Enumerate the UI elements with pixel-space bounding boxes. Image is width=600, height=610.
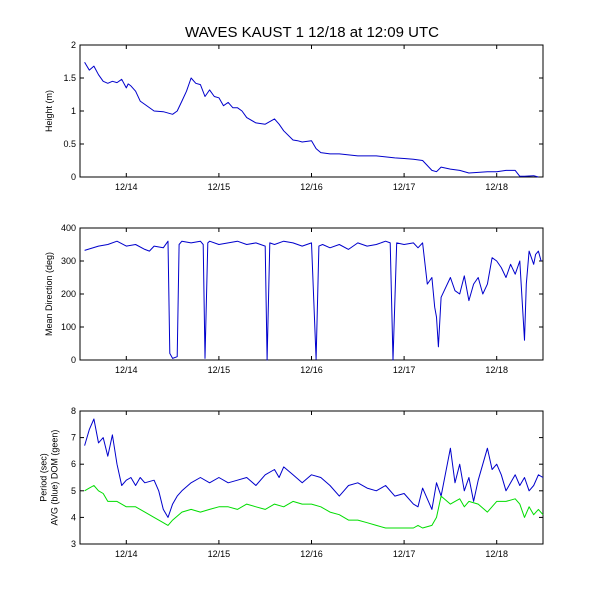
series-line-blue	[84, 418, 544, 518]
plot-frame	[79, 410, 544, 545]
x-tick-label: 12/18	[485, 182, 508, 192]
panel-3: 3 4 5 6 7 8 12/14 12/15 12/16 12/17 12/18 Period (s…	[39, 406, 544, 559]
x-tick-label: 12/14	[115, 549, 138, 559]
panel-1: 0 0.5 1 1.5 2 12/14 12/15 12/16 12/17 12/18 Height…	[44, 40, 544, 192]
panels: 0 0.5 1 1.5 2 12/14 12/15 12/16 12/17 12/18 Height…	[39, 40, 544, 559]
y-tick-label: 5	[71, 486, 76, 496]
y-tick-label: 0	[71, 172, 76, 182]
y-tick-label: 6	[71, 459, 76, 469]
x-tick-label: 12/17	[393, 365, 416, 375]
series-line-blue	[84, 61, 539, 178]
x-tick-label: 12/18	[485, 365, 508, 375]
series-line-blue	[84, 240, 542, 361]
figure-title: WAVES KAUST 1 12/18 at 12:09 UTC	[185, 24, 439, 41]
series-line-green	[84, 485, 544, 529]
y-axis-label: Height (m)	[44, 90, 54, 132]
y-tick-label: 7	[71, 433, 76, 443]
x-tick-label: 12/17	[393, 182, 416, 192]
y-tick-label: 400	[61, 223, 76, 233]
x-tick-label: 12/14	[115, 182, 138, 192]
plot-frame	[79, 44, 544, 178]
y-tick-label: 100	[61, 322, 76, 332]
y-tick-label: 200	[61, 289, 76, 299]
x-tick-label: 12/16	[300, 365, 323, 375]
x-tick-label: 12/16	[300, 182, 323, 192]
y-axis-label: AVG (blue) DOM (geen)	[50, 430, 60, 526]
y-axis-label: Mean Direction (deg)	[44, 252, 54, 336]
panel-2: 0 100 200 300 400 12/14 12/15 12/16 12/17 12/18 Me…	[44, 223, 544, 375]
y-tick-label: 0.5	[63, 139, 76, 149]
y-tick-label: 0	[71, 355, 76, 365]
x-tick-label: 12/18	[485, 549, 508, 559]
x-tick-label: 12/17	[393, 549, 416, 559]
y-axis-label: Period (sec)	[39, 453, 49, 502]
x-tick-label: 12/15	[208, 549, 231, 559]
y-tick-label: 300	[61, 256, 76, 266]
y-tick-label: 1	[71, 106, 76, 116]
y-tick-label: 1.5	[63, 73, 76, 83]
x-tick-label: 12/15	[208, 365, 231, 375]
y-tick-label: 4	[71, 512, 76, 522]
x-tick-label: 12/14	[115, 365, 138, 375]
x-tick-label: 12/15	[208, 182, 231, 192]
y-tick-label: 3	[71, 539, 76, 549]
x-tick-label: 12/16	[300, 549, 323, 559]
y-tick-label: 2	[71, 40, 76, 50]
y-tick-label: 8	[71, 406, 76, 416]
